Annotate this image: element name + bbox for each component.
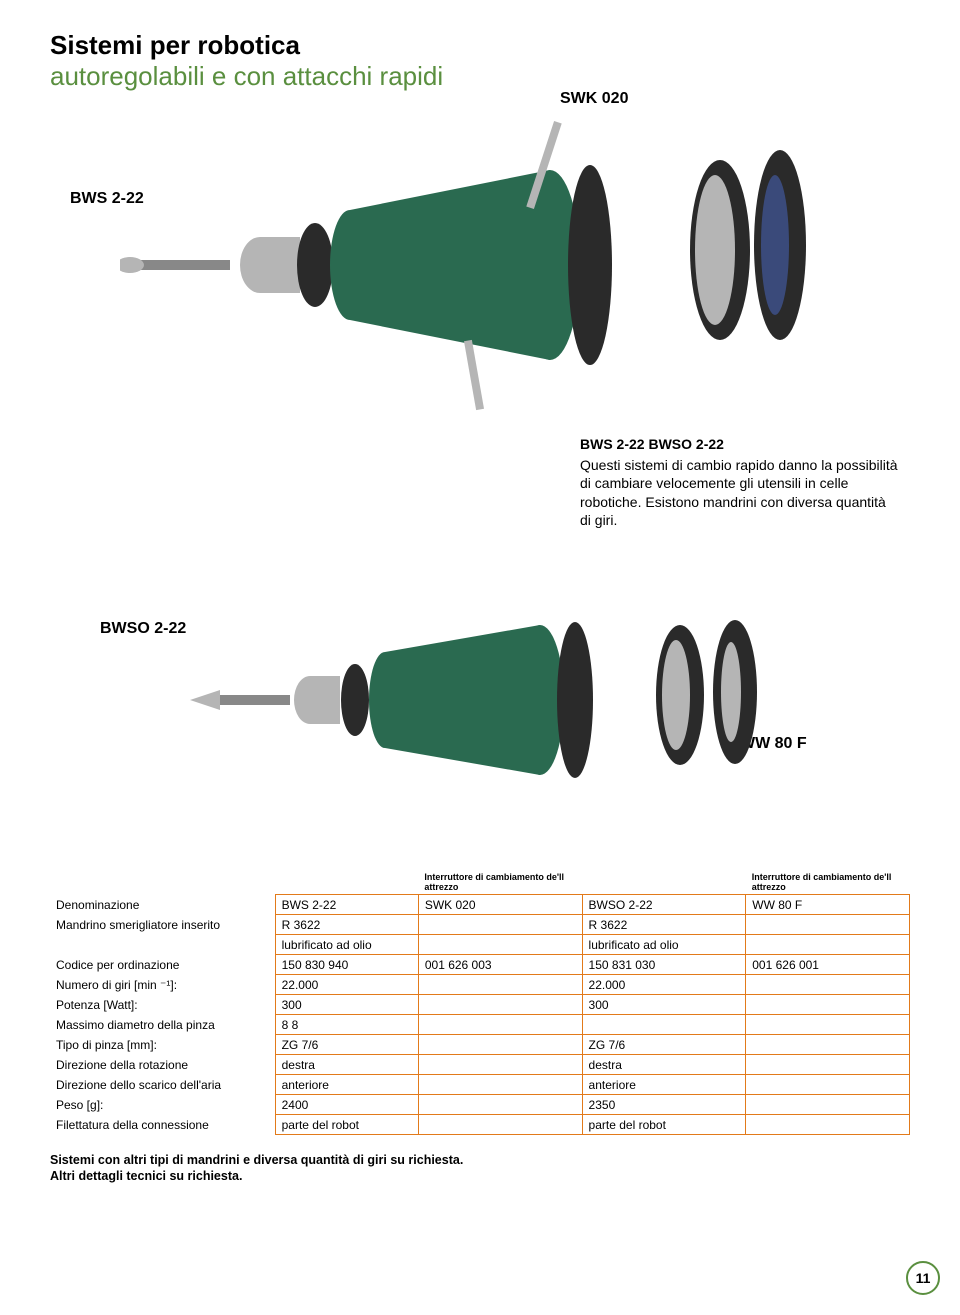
page-number: 11 xyxy=(916,1270,931,1286)
cell xyxy=(418,1095,582,1115)
row-label: Tipo di pinza [mm]: xyxy=(50,1035,275,1055)
cell: BWS 2-22 xyxy=(275,895,418,915)
cell xyxy=(746,995,910,1015)
cell: 001 626 003 xyxy=(418,955,582,975)
cell xyxy=(418,975,582,995)
hero-product-image xyxy=(120,110,860,420)
cell: anteriore xyxy=(582,1075,746,1095)
cell xyxy=(746,1075,910,1095)
cell: SWK 020 xyxy=(418,895,582,915)
cell: parte del robot xyxy=(582,1115,746,1135)
cell xyxy=(746,1095,910,1115)
cell xyxy=(418,915,582,935)
cell: 300 xyxy=(275,995,418,1015)
cell: 8 8 xyxy=(275,1015,418,1035)
table-row: Mandrino smerigliatore inserito R 3622 R… xyxy=(50,915,910,935)
row-label: Numero di giri [min ⁻¹]: xyxy=(50,975,275,995)
cell xyxy=(418,995,582,1015)
table-row: Tipo di pinza [mm]: ZG 7/6 ZG 7/6 xyxy=(50,1035,910,1055)
title-main: Sistemi per robotica xyxy=(50,30,910,61)
cell: destra xyxy=(582,1055,746,1075)
table-row: Denominazione BWS 2-22 SWK 020 BWSO 2-22… xyxy=(50,895,910,915)
cell: 150 830 940 xyxy=(275,955,418,975)
cell: 001 626 001 xyxy=(746,955,910,975)
row-label: Potenza [Watt]: xyxy=(50,995,275,1015)
cell xyxy=(746,1015,910,1035)
footnote: Sistemi con altri tipi di mandrini e div… xyxy=(50,1152,850,1185)
cell xyxy=(746,1035,910,1055)
row-label: Direzione della rotazione xyxy=(50,1055,275,1075)
cell: 300 xyxy=(582,995,746,1015)
spec-table: Interruttore di cambiamento de'll attrez… xyxy=(50,870,910,1135)
cell: anteriore xyxy=(275,1075,418,1095)
table-row: Codice per ordinazione 150 830 940 001 6… xyxy=(50,955,910,975)
row-label: Filettatura della connessione xyxy=(50,1115,275,1135)
table-row: Peso [g]: 2400 2350 xyxy=(50,1095,910,1115)
table-row: Potenza [Watt]: 300 300 xyxy=(50,995,910,1015)
cell: R 3622 xyxy=(582,915,746,935)
cell xyxy=(418,1035,582,1055)
page-number-badge: 11 xyxy=(906,1261,940,1295)
footnote-line2: Altri dettagli tecnici su richiesta. xyxy=(50,1168,850,1184)
cell: 22.000 xyxy=(275,975,418,995)
cell: lubrificato ad olio xyxy=(275,935,418,955)
cell xyxy=(746,915,910,935)
cell: 22.000 xyxy=(582,975,746,995)
intro-paragraph: BWS 2-22 BWSO 2-22 Questi sistemi di cam… xyxy=(580,435,900,529)
row-label: Direzione dello scarico dell'aria xyxy=(50,1075,275,1095)
label-bwso222: BWSO 2-22 xyxy=(100,620,186,638)
row-label: Denominazione xyxy=(50,895,275,915)
table-row: Massimo diametro della pinza 8 8 xyxy=(50,1015,910,1035)
para-head: BWS 2-22 BWSO 2-22 xyxy=(580,435,900,453)
cell xyxy=(418,935,582,955)
cell: ZG 7/6 xyxy=(582,1035,746,1055)
cell: 2400 xyxy=(275,1095,418,1115)
title-sub: autoregolabili e con attacchi rapidi xyxy=(50,61,910,92)
cell: R 3622 xyxy=(275,915,418,935)
table-row: Numero di giri [min ⁻¹]: 22.000 22.000 xyxy=(50,975,910,995)
row-label: Peso [g]: xyxy=(50,1095,275,1115)
page-header: Sistemi per robotica autoregolabili e co… xyxy=(50,30,910,92)
cell: lubrificato ad olio xyxy=(582,935,746,955)
cell: WW 80 F xyxy=(746,895,910,915)
second-product-image xyxy=(190,570,810,830)
row-label: Massimo diametro della pinza xyxy=(50,1015,275,1035)
table-row: lubrificato ad olio lubrificato ad olio xyxy=(50,935,910,955)
row-label: Mandrino smerigliatore inserito xyxy=(50,915,275,935)
cell xyxy=(582,1015,746,1035)
cell: parte del robot xyxy=(275,1115,418,1135)
col-head-interrupt-left: Interruttore di cambiamento de'll attrez… xyxy=(418,870,582,895)
row-label: Codice per ordinazione xyxy=(50,955,275,975)
cell xyxy=(746,935,910,955)
cell: BWSO 2-22 xyxy=(582,895,746,915)
cell xyxy=(418,1075,582,1095)
cell xyxy=(418,1115,582,1135)
table-row: Direzione della rotazione destra destra xyxy=(50,1055,910,1075)
cell: destra xyxy=(275,1055,418,1075)
cell: ZG 7/6 xyxy=(275,1035,418,1055)
cell xyxy=(418,1015,582,1035)
row-label xyxy=(50,935,275,955)
table-row: Direzione dello scarico dell'aria anteri… xyxy=(50,1075,910,1095)
cell xyxy=(746,975,910,995)
cell xyxy=(418,1055,582,1075)
cell: 2350 xyxy=(582,1095,746,1115)
table-row: Filettatura della connessione parte del … xyxy=(50,1115,910,1135)
cell: 150 831 030 xyxy=(582,955,746,975)
para-body: Questi sistemi di cambio rapido danno la… xyxy=(580,456,900,529)
label-swk020: SWK 020 xyxy=(560,90,628,108)
cell xyxy=(746,1055,910,1075)
footnote-line1: Sistemi con altri tipi di mandrini e div… xyxy=(50,1152,850,1168)
col-head-interrupt-right: Interruttore di cambiamento de'll attrez… xyxy=(746,870,910,895)
cell xyxy=(746,1115,910,1135)
